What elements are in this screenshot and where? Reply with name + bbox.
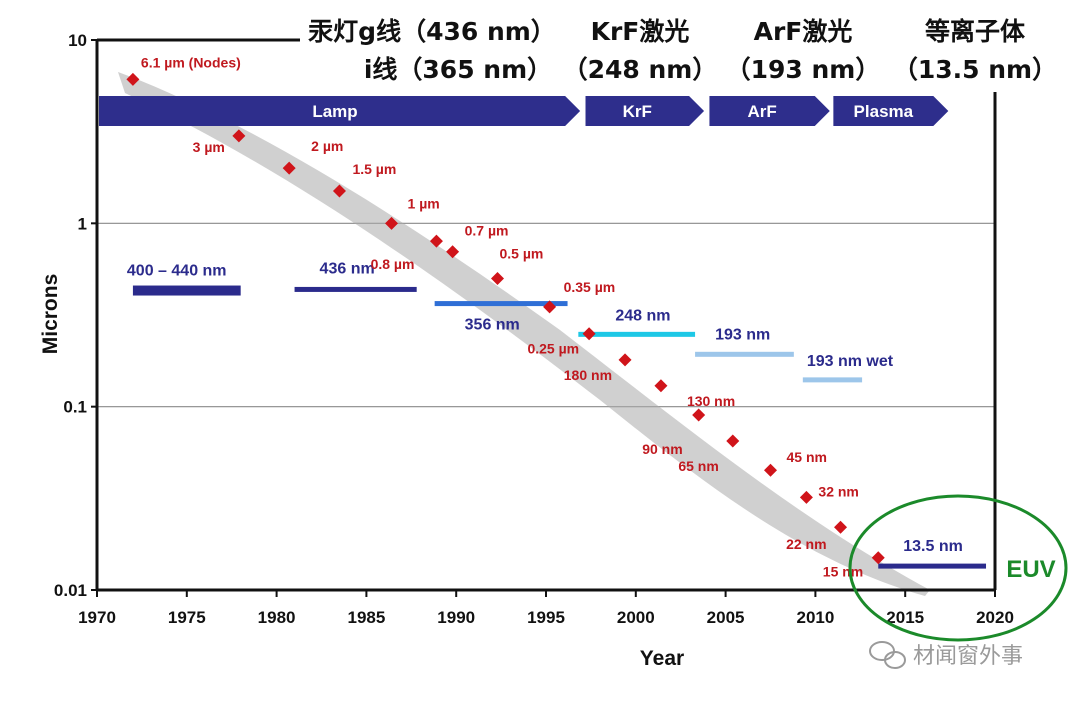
y-tick-label: 0.1	[63, 398, 87, 417]
wechat-icon	[869, 641, 906, 669]
wavelength-bar	[294, 286, 417, 292]
node-marker	[232, 129, 246, 143]
wavelength-bar	[132, 285, 241, 296]
light-source-label: Lamp	[312, 102, 357, 121]
x-tick-label: 2000	[617, 608, 655, 627]
node-label: 32 nm	[818, 483, 858, 499]
node-label: 45 nm	[787, 449, 827, 465]
wavelength-bar-label: 193 nm	[715, 326, 770, 343]
node-label: 15 nm	[823, 564, 863, 580]
y-tick-label: 1	[78, 214, 87, 233]
node-marker	[385, 216, 399, 230]
node-marker	[446, 245, 460, 259]
node-marker	[282, 161, 296, 175]
euv-label: EUV	[1006, 556, 1055, 583]
node-markers: 6.1 µm (Nodes) 3 µm 2 µm 1.5 µm 1 µm 0.8 µm 0.…	[126, 54, 885, 580]
node-marker	[543, 300, 557, 314]
wavelength-bar-label: 356 nm	[465, 317, 520, 334]
node-marker	[692, 408, 706, 422]
x-tick-label: 1970	[78, 608, 116, 627]
node-marker	[332, 184, 346, 198]
header-krf-wavelength: （248 nm）	[563, 55, 718, 84]
node-marker	[834, 520, 848, 534]
light-source-arrow-krf	[585, 96, 705, 126]
header-krf: KrF激光	[591, 17, 690, 46]
x-axis-title: Year	[640, 647, 684, 670]
node-marker	[764, 463, 777, 477]
node-label: 180 nm	[564, 367, 612, 383]
light-source-arrow-arf	[709, 96, 830, 126]
header-arf-wavelength: （193 nm）	[726, 55, 881, 84]
node-marker	[618, 353, 632, 367]
wavelength-bar-label: 248 nm	[615, 307, 670, 324]
node-label: 90 nm	[642, 441, 682, 457]
euv-highlight-ellipse	[848, 494, 1068, 642]
light-source-arrow-plasma	[833, 96, 949, 126]
node-marker	[871, 551, 885, 565]
header-lamp-i: i线（365 nm）	[364, 55, 552, 84]
header-plasma: 等离子体	[925, 17, 1026, 46]
grid	[97, 222, 995, 408]
node-label: 1 µm	[408, 195, 440, 211]
y-tick-label: 0.01	[54, 581, 87, 600]
wavelength-bar	[695, 351, 794, 357]
y-tick-label: 10	[68, 31, 87, 50]
node-marker	[726, 434, 740, 448]
wavelength-bar-label: 436 nm	[320, 260, 375, 277]
x-tick-label: 1975	[168, 608, 206, 627]
wavelength-bar	[878, 563, 987, 569]
node-marker	[491, 272, 505, 286]
node-label: 0.35 µm	[564, 279, 616, 295]
x-tick-label: 1985	[347, 608, 385, 627]
x-ticks: 1970 1975 1980 1985 1990 1995 2000 2005 2010 2015…	[78, 590, 1014, 627]
node-label: 2 µm	[311, 138, 343, 154]
node-label: 0.25 µm	[527, 341, 579, 357]
wavelength-bar	[434, 301, 568, 307]
x-tick-label: 2005	[707, 608, 745, 627]
y-axis-title: Microns	[39, 274, 62, 355]
x-tick-label: 2015	[886, 608, 924, 627]
x-tick-label: 2020	[976, 608, 1014, 627]
light-source-arrow-lamp	[99, 96, 581, 126]
light-source-label: KrF	[623, 102, 652, 121]
watermark: 材闻窗外事	[869, 641, 1023, 669]
node-label: 65 nm	[678, 458, 718, 474]
chart-header: 汞灯g线（436 nm） KrF激光 ArF激光 等离子体 i线（365 nm）…	[308, 17, 1057, 84]
node-label: 6.1 µm (Nodes)	[141, 54, 241, 70]
node-label: 0.5 µm	[500, 246, 544, 262]
x-tick-label: 1990	[437, 608, 475, 627]
node-marker	[582, 327, 596, 341]
wavelength-bar-label: 400 – 440 nm	[127, 263, 227, 280]
light-source-label: Plasma	[854, 102, 914, 121]
node-label: 0.8 µm	[371, 256, 415, 272]
node-marker	[429, 234, 443, 248]
trend-band	[118, 72, 930, 596]
node-marker	[654, 379, 668, 393]
wavelength-bar-label: 13.5 nm	[903, 538, 963, 555]
wavelength-bar	[578, 331, 696, 337]
wavelength-bar-label: 193 nm wet	[807, 353, 894, 370]
light-source-label: ArF	[747, 102, 776, 121]
node-marker	[799, 490, 813, 504]
node-label: 0.7 µm	[465, 223, 509, 239]
x-tick-label: 2010	[796, 608, 834, 627]
y-ticks: 10 1 0.1 0.01	[54, 31, 97, 600]
wavelength-bar	[802, 377, 863, 383]
header-lamp-g: 汞灯g线（436 nm）	[308, 17, 556, 46]
watermark-text: 材闻窗外事	[913, 644, 1023, 669]
node-label: 22 nm	[786, 536, 826, 552]
wavelength-bars: 400 – 440 nm 436 nm 356 nm 248 nm 193 nm 193 …	[127, 260, 987, 569]
x-tick-label: 1980	[258, 608, 296, 627]
node-marker	[126, 72, 140, 86]
header-arf: ArF激光	[754, 17, 853, 46]
node-label: 1.5 µm	[352, 161, 396, 177]
node-label: 130 nm	[687, 393, 735, 409]
header-plasma-wavelength: （13.5 nm）	[893, 55, 1057, 84]
x-tick-label: 1995	[527, 608, 565, 627]
node-label: 3 µm	[193, 139, 225, 155]
light-source-arrows: Lamp KrF ArF Plasma	[99, 96, 949, 126]
